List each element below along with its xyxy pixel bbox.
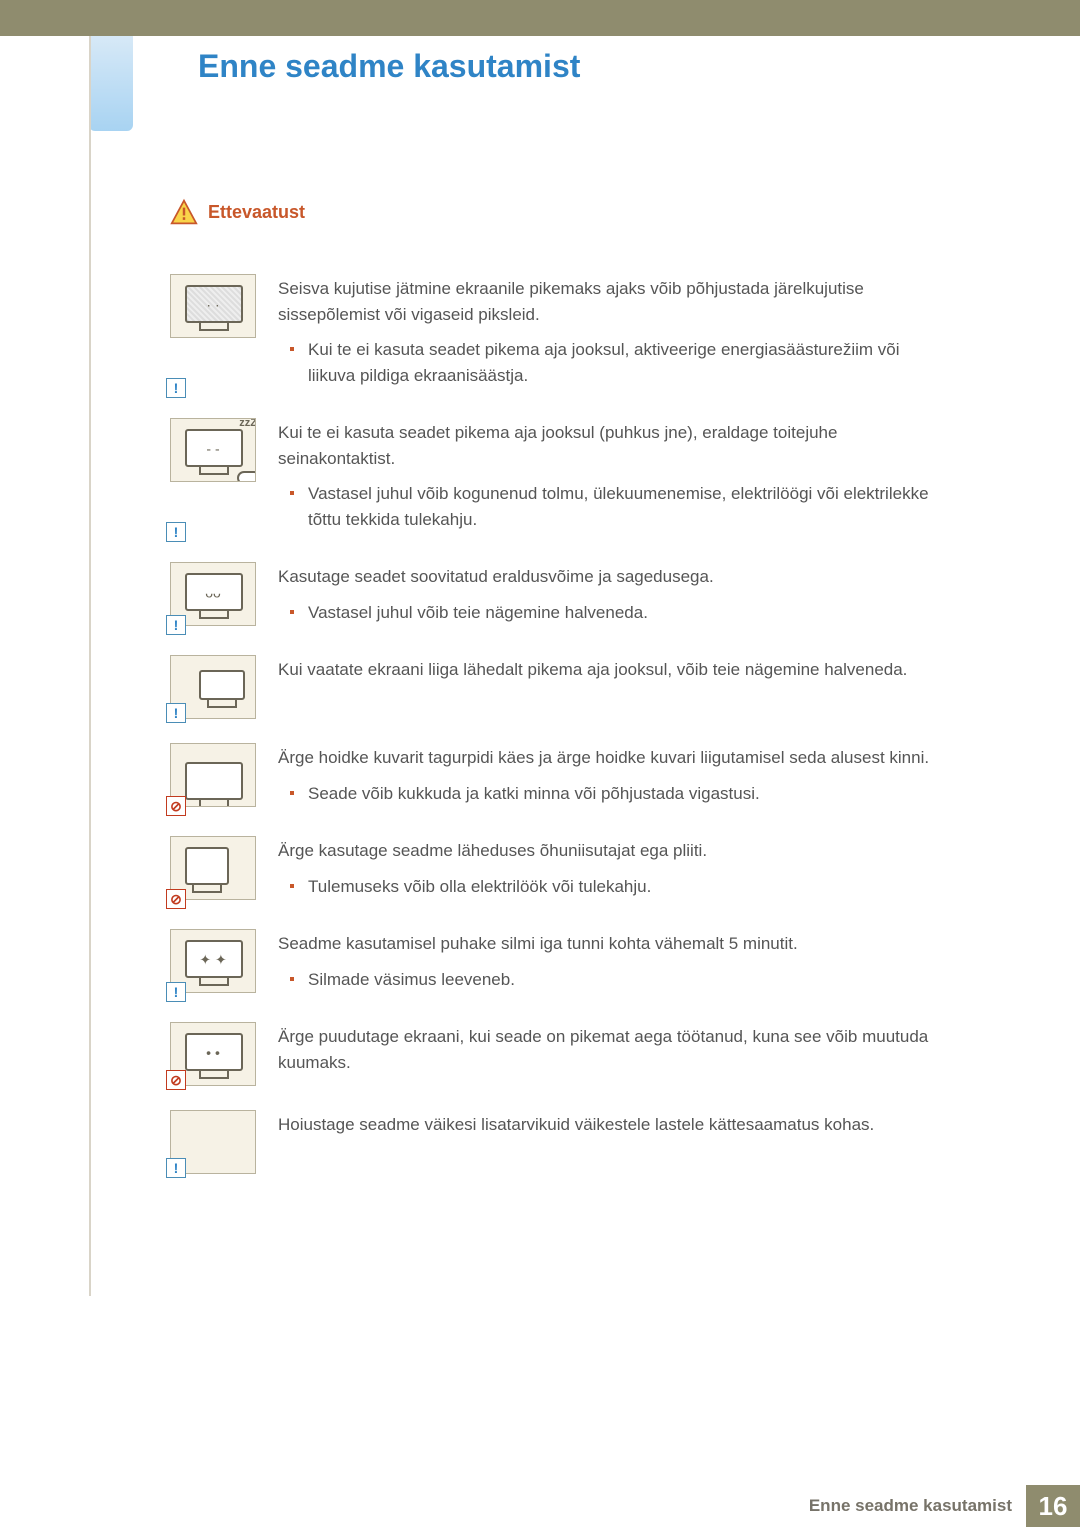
item-text: Ärge kasutage seadme läheduses õhuniisut… [278, 838, 930, 864]
page-number: 16 [1026, 1485, 1080, 1527]
caution-item: ! Hoiustage seadme väikesi lisatarvikuid… [170, 1110, 930, 1174]
chapter-tab [89, 36, 133, 131]
caution-label: Ettevaatust [208, 199, 305, 226]
prohibit-icon: ⊘ [166, 796, 186, 816]
item-bullet: Seade võib kukkuda ja katki minna või põ… [308, 781, 930, 807]
info-icon: ! [166, 982, 186, 1002]
caution-item: ᴗᴗ ! Kasutage seadet soovitatud eraldusv… [170, 562, 930, 631]
info-icon: ! [166, 703, 186, 723]
item-bullet: Silmade väsimus leeveneb. [308, 967, 930, 993]
item-text: Seadme kasutamisel puhake silmi iga tunn… [278, 931, 930, 957]
item-bullet: Vastasel juhul võib kogunenud tolmu, üle… [308, 481, 930, 532]
caution-item: ! Kui vaatate ekraani liiga lähedalt pik… [170, 655, 930, 719]
item-text: Kui vaatate ekraani liiga lähedalt pikem… [278, 657, 930, 683]
page-footer: Enne seadme kasutamist 16 [795, 1485, 1080, 1527]
page-title: Enne seadme kasutamist [198, 42, 580, 90]
item-text: Ärge hoidke kuvarit tagurpidi käes ja är… [278, 745, 930, 771]
item-text: Hoiustage seadme väikesi lisatarvikuid v… [278, 1112, 930, 1138]
footer-label: Enne seadme kasutamist [795, 1485, 1026, 1527]
item-text: Ärge puudutage ekraani, kui seade on pik… [278, 1024, 930, 1075]
prohibit-icon: ⊘ [166, 889, 186, 909]
item-thumb: ᴗᴗ ! [170, 562, 256, 631]
caution-heading: Ettevaatust [170, 198, 930, 226]
left-rule [89, 36, 91, 1296]
info-icon: ! [166, 378, 186, 398]
info-icon: ! [166, 522, 186, 542]
item-thumb: • • ⊘ [170, 1022, 256, 1086]
item-thumb: ⊘ [170, 743, 256, 812]
item-text: Kasutage seadet soovitatud eraldusvõime … [278, 564, 930, 590]
header-band [0, 0, 1080, 36]
item-thumb: - -zzZ ! [170, 418, 256, 538]
item-thumb: ✦ ✦ ! [170, 929, 256, 998]
caution-item: ✦ ✦ ! Seadme kasutamisel puhake silmi ig… [170, 929, 930, 998]
caution-item: ⊘ Ärge kasutage seadme läheduses õhuniis… [170, 836, 930, 905]
info-icon: ! [166, 615, 186, 635]
item-text: Seisva kujutise jätmine ekraanile pikema… [278, 276, 930, 327]
caution-item: ⊘ Ärge hoidke kuvarit tagurpidi käes ja … [170, 743, 930, 812]
warning-icon [170, 198, 198, 226]
item-thumb: · · ! [170, 274, 256, 394]
content-area: Ettevaatust · · ! Seisva kujutise jätmin… [170, 198, 930, 1198]
item-thumb: ! [170, 655, 256, 719]
info-icon: ! [166, 1158, 186, 1178]
item-text: Kui te ei kasuta seadet pikema aja jooks… [278, 420, 930, 471]
item-thumb: ⊘ [170, 836, 256, 905]
item-bullet: Tulemuseks võib olla elektrilöök või tul… [308, 874, 930, 900]
item-bullet: Kui te ei kasuta seadet pikema aja jooks… [308, 337, 930, 388]
caution-item: • • ⊘ Ärge puudutage ekraani, kui seade … [170, 1022, 930, 1086]
prohibit-icon: ⊘ [166, 1070, 186, 1090]
item-thumb: ! [170, 1110, 256, 1174]
caution-item: · · ! Seisva kujutise jätmine ekraanile … [170, 274, 930, 394]
item-bullet: Vastasel juhul võib teie nägemine halven… [308, 600, 930, 626]
caution-item: - -zzZ ! Kui te ei kasuta seadet pikema … [170, 418, 930, 538]
